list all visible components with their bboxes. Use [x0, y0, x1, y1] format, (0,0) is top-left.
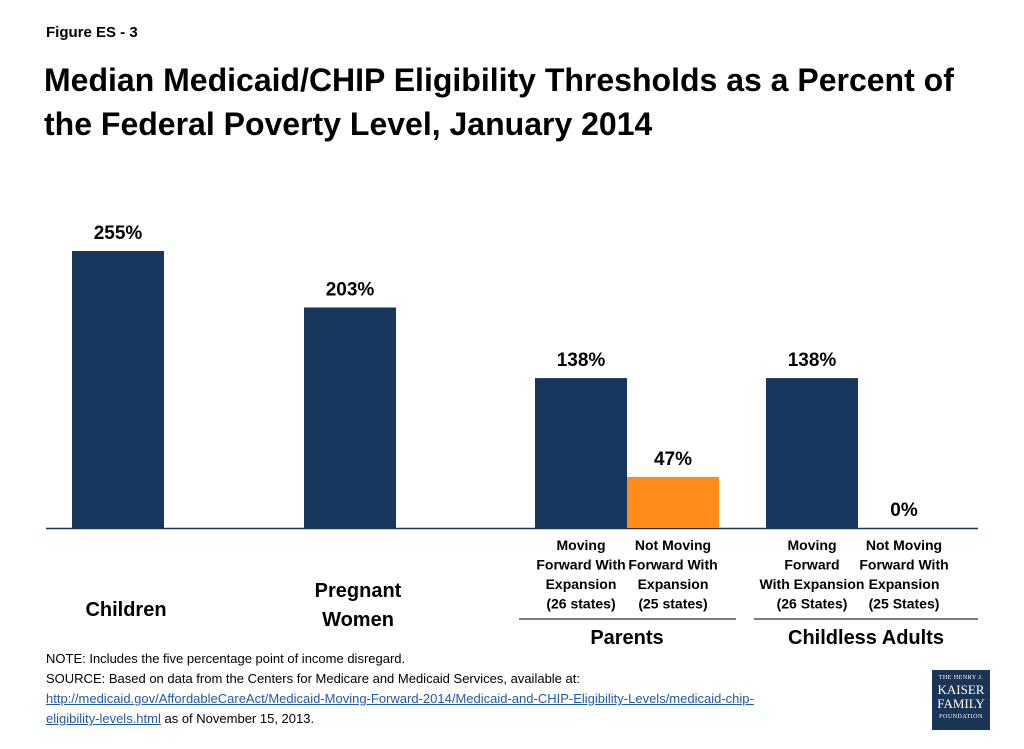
category-label-parents: Parents — [590, 627, 663, 649]
bar-parents-moving-forward — [535, 378, 627, 528]
sublabel-parents-not-moving-forward: Not Moving — [635, 537, 711, 553]
data-label-parents-moving-forward: 138% — [557, 350, 606, 371]
kff-logo: THE HENRY J. KAISER FAMILY FOUNDATION — [932, 670, 990, 730]
category-label-pregnant-women: Women — [322, 609, 394, 631]
bar-parents-not-moving-forward — [627, 476, 719, 528]
bar-childless-moving-forward — [766, 378, 858, 528]
sublabel-childless-moving-forward: (26 States) — [777, 596, 848, 612]
data-label-childless-moving-forward: 138% — [788, 350, 837, 371]
sublabel-parents-not-moving-forward: Expansion — [638, 576, 709, 592]
chart-title: Median Medicaid/CHIP Eligibility Thresho… — [44, 62, 954, 142]
sublabel-childless-not-moving-forward: Expansion — [869, 576, 940, 592]
footer-date: as of November 15, 2013. — [160, 711, 315, 726]
logo-line-4: FOUNDATION — [939, 714, 983, 720]
category-label-pregnant-women: Pregnant — [315, 580, 402, 602]
figure-label: Figure ES - 3 — [46, 24, 138, 41]
data-label-childless-not-moving-forward: 0% — [890, 500, 918, 521]
data-label-pregnant-women: 203% — [326, 279, 375, 300]
sublabel-parents-moving-forward: Moving — [557, 537, 606, 553]
bar-pregnant-women — [304, 307, 396, 528]
sublabel-childless-moving-forward: Forward — [784, 557, 839, 573]
data-label-children: 255% — [94, 223, 143, 244]
sublabel-parents-not-moving-forward: (25 states) — [638, 596, 707, 612]
bar-chart: 255% 203% 138% Moving Forward With Expansion (… — [46, 223, 978, 649]
source-link[interactable]: http://medicaid.gov/AffordableCareAct/Me… — [46, 691, 754, 706]
logo-line-3: FAMILY — [937, 696, 985, 711]
bar-children — [72, 251, 164, 528]
sublabel-childless-not-moving-forward: (25 States) — [869, 596, 940, 612]
sublabel-childless-not-moving-forward: Not Moving — [866, 537, 942, 553]
sublabel-childless-not-moving-forward: Forward With — [859, 557, 948, 573]
sublabel-parents-not-moving-forward: Forward With — [628, 557, 717, 573]
data-label-parents-not-moving-forward: 47% — [654, 449, 692, 470]
footer-note: NOTE: Includes the five percentage point… — [46, 651, 406, 666]
sublabel-parents-moving-forward: (26 states) — [546, 596, 615, 612]
footer-source: SOURCE: Based on data from the Centers f… — [46, 671, 580, 686]
logo-line-1: THE HENRY J. — [938, 675, 984, 681]
logo-line-2: KAISER — [937, 682, 985, 697]
sublabel-parents-moving-forward: Forward With — [536, 557, 625, 573]
category-label-childless-adults: Childless Adults — [788, 627, 944, 649]
category-label-children: Children — [85, 599, 166, 621]
sublabel-childless-moving-forward: With Expansion — [760, 576, 865, 592]
sublabel-childless-moving-forward: Moving — [788, 537, 837, 553]
sublabel-parents-moving-forward: Expansion — [546, 576, 617, 592]
source-link-continued[interactable]: eligibility-levels.html — [46, 711, 161, 726]
footer: NOTE: Includes the five percentage point… — [46, 649, 946, 729]
